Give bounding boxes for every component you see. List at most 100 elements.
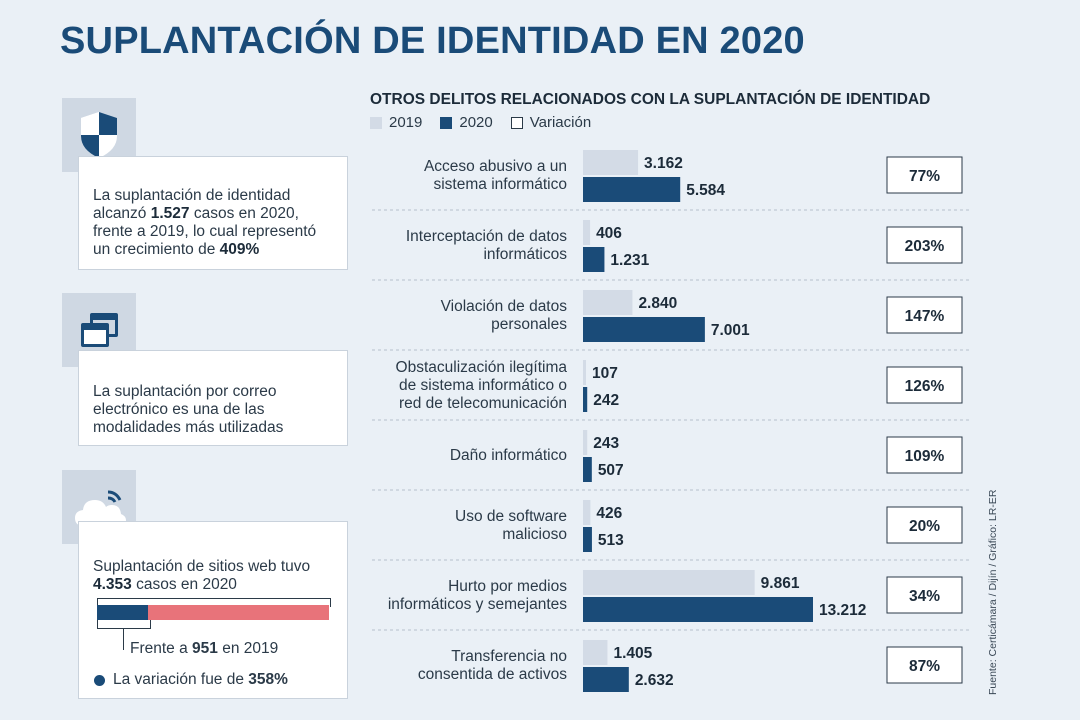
card3-prior-prefix: Frente a [130, 640, 193, 657]
category-label: consentida de activos [418, 666, 567, 683]
card2-text: La suplantación por correo electrónico e… [93, 383, 284, 436]
email-card: La suplantación por correo electrónico e… [78, 350, 348, 446]
data-label-2020: 7.001 [711, 322, 750, 339]
data-label-2020: 507 [598, 462, 624, 479]
category-label: red de telecomunicación [399, 395, 567, 412]
bar-connector [123, 628, 124, 650]
variation-label: 147% [905, 308, 945, 325]
category-label: Daño informático [450, 447, 567, 464]
variation-box [886, 226, 963, 264]
card3-prior-suffix: en 2019 [217, 640, 279, 657]
category-label: malicioso [502, 526, 567, 543]
data-label-2019: 107 [592, 365, 618, 382]
bar-2019 [583, 430, 588, 455]
variation-label: 77% [909, 168, 940, 185]
card3-cases: 4.353 [93, 576, 132, 593]
data-label-2019: 426 [596, 505, 622, 522]
shield-icon-box [62, 98, 136, 172]
card1-growth: 409% [219, 241, 260, 258]
card3-variation-line: La variación fue de 358% [94, 671, 288, 689]
category-label: sistema informático [433, 176, 567, 193]
variation-label: 109% [905, 448, 945, 465]
bar-2020 [583, 317, 705, 342]
variation-box [886, 646, 963, 684]
legend-swatch-variation [510, 116, 523, 129]
legend-item-2020: 2020 [440, 114, 493, 131]
page-title: SUPLANTACIÓN DE IDENTIDAD EN 2020 [60, 20, 805, 62]
category-label: Obstaculización ilegítima [396, 359, 568, 376]
bar-2019 [583, 570, 755, 595]
bar-2020 [583, 667, 629, 692]
variation-box [886, 366, 963, 404]
card3-line2: casos en 2020 [131, 576, 237, 593]
data-label-2019: 406 [596, 225, 622, 242]
data-label-2019: 2.840 [638, 295, 677, 312]
website-cases-bar [97, 605, 329, 620]
chart-title: OTROS DELITOS RELACIONADOS CON LA SUPLAN… [370, 91, 931, 108]
identity-card: La suplantación de identidad alcanzó 1.5… [78, 156, 348, 270]
bar-2019 [583, 220, 591, 245]
bar-2020 [583, 177, 681, 202]
bar-2019 [583, 360, 586, 385]
website-cases-2019-fill [97, 605, 148, 620]
chart-legend: 2019 2020 Variación [370, 114, 591, 131]
category-label: Violación de datos [441, 298, 568, 315]
bar-bottom-bracket [97, 620, 151, 629]
bar-2020 [583, 597, 813, 622]
category-label: Acceso abusivo a un [424, 158, 567, 175]
legend-swatch-2020 [440, 116, 453, 129]
variation-box [886, 436, 963, 474]
data-label-2019: 3.162 [644, 155, 683, 172]
card1-text-before: La suplantación de identidad alcanzó [93, 187, 291, 222]
category-label: de sistema informático o [399, 377, 567, 394]
bar-2019 [583, 150, 639, 175]
variation-box [886, 156, 963, 194]
category-label: informáticos y semejantes [388, 596, 567, 613]
bar-2020 [583, 457, 592, 482]
legend-label-variation: Variación [529, 114, 592, 131]
category-label: Transferencia no [451, 648, 567, 665]
variation-box [886, 576, 963, 614]
card3-prior-cases: 951 [192, 640, 218, 657]
data-label-2020: 1.231 [610, 252, 649, 269]
legend-item-2019: 2019 [370, 114, 422, 131]
data-label-2020: 513 [598, 532, 624, 549]
bar-2020 [583, 527, 592, 552]
shield-icon [81, 112, 117, 158]
data-label-2020: 5.584 [686, 182, 725, 199]
category-label: personales [491, 316, 567, 333]
data-label-2019: 243 [593, 435, 619, 452]
variation-label: 20% [909, 518, 940, 535]
variation-label: 126% [905, 378, 945, 395]
bar-2019 [583, 500, 591, 525]
data-label-2020: 13.212 [819, 602, 866, 619]
legend-label-2020: 2020 [459, 114, 493, 131]
bar-2020 [583, 247, 605, 272]
category-label: Uso de software [455, 508, 567, 525]
card3-variation: 358% [248, 671, 288, 688]
data-label-2020: 2.632 [635, 672, 674, 689]
category-label: informáticos [483, 246, 567, 263]
variation-box [886, 296, 963, 334]
browser-windows-icon [81, 313, 118, 347]
category-label: Interceptación de datos [406, 228, 567, 245]
cloud-wifi-icon [75, 490, 126, 526]
data-label-2019: 1.405 [613, 645, 652, 662]
variation-label: 34% [909, 588, 940, 605]
data-label-2020: 242 [593, 392, 619, 409]
variation-label: 87% [909, 658, 940, 675]
category-label: Hurto por medios [448, 578, 567, 595]
legend-label-2019: 2019 [389, 114, 423, 131]
bar-top-bracket [97, 598, 331, 607]
bullet-dot-icon [94, 674, 105, 686]
legend-item-variation: Variación [510, 114, 592, 131]
source-note: Fuente: Certicámara / Dijín / Gráfico: L… [987, 489, 999, 695]
card3-variation-prefix: La variación fue de [113, 671, 249, 688]
bar-2019 [583, 290, 633, 315]
variation-label: 203% [905, 238, 945, 255]
data-label-2019: 9.861 [761, 575, 800, 592]
bar-2020 [583, 387, 588, 412]
card1-cases: 1.527 [150, 205, 190, 222]
legend-swatch-2019 [370, 116, 382, 129]
